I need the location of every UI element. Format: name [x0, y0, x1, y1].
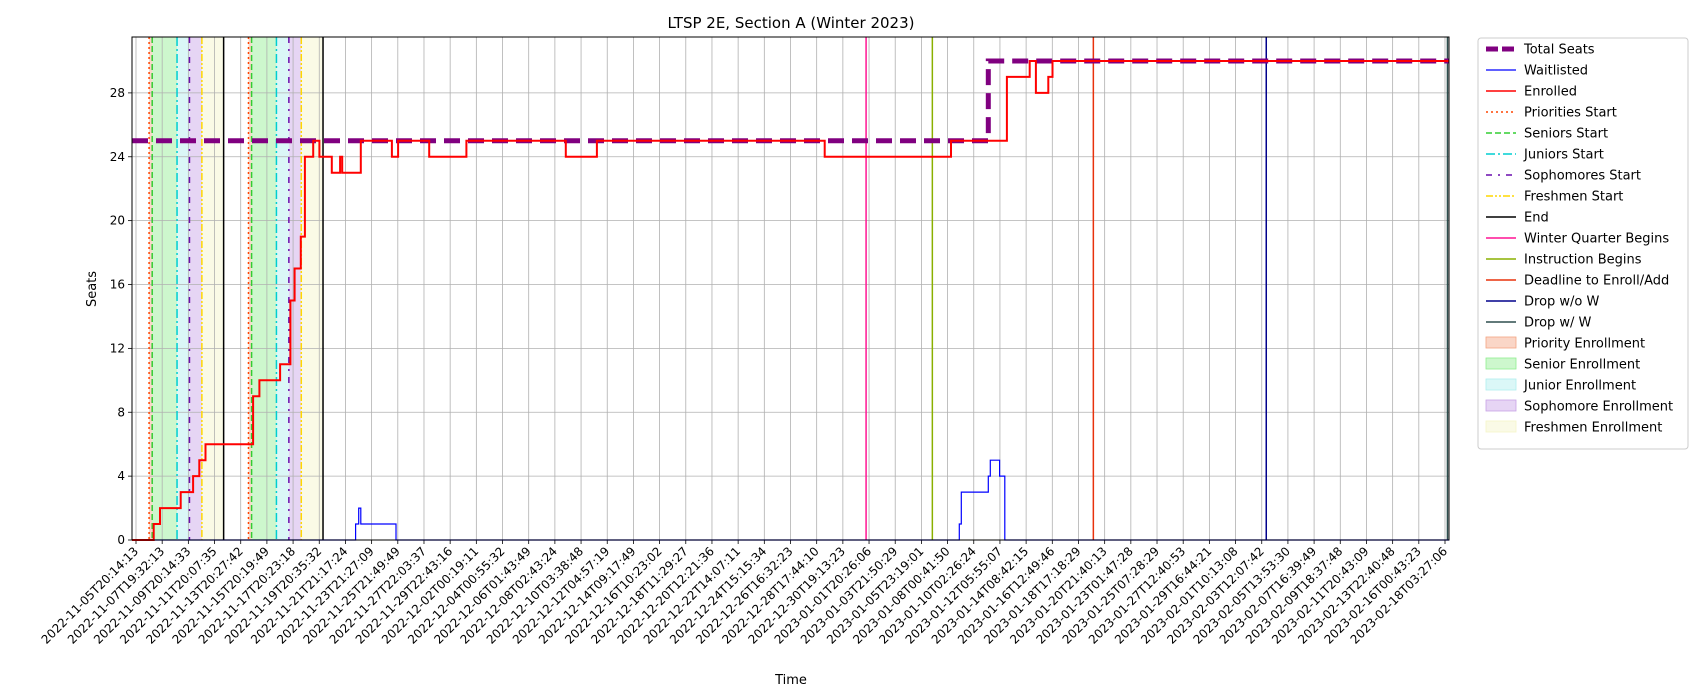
legend-label-end: End: [1524, 211, 1549, 226]
y-tick-label: 28: [110, 86, 125, 100]
shaded-freshmen-enrollment: [301, 37, 324, 540]
y-tick-label: 8: [117, 405, 125, 419]
legend-frame: [1477, 37, 1689, 450]
legend-label-priorities-start: Priorities Start: [1524, 106, 1617, 121]
legend-label-seniors-start: Seniors Start: [1524, 127, 1608, 142]
legend-label-juniors-start: Juniors Start: [1523, 148, 1604, 163]
legend-swatch-sophomore-enrollment: [1485, 399, 1517, 412]
y-tick-label: 4: [117, 469, 125, 483]
legend-label-freshmen-enrollment: Freshmen Enrollment: [1524, 421, 1662, 436]
legend-label-deadline-to-enroll-add: Deadline to Enroll/Add: [1524, 274, 1669, 289]
legend-swatch-senior-enrollment: [1485, 357, 1517, 370]
legend-label-total-seats: Total Seats: [1523, 43, 1595, 58]
series-enrolled: [132, 60, 1449, 541]
shaded-freshmen-enrollment: [201, 37, 224, 540]
shaded-priority-enrollment: [149, 37, 153, 540]
axes-frame: [131, 36, 1450, 541]
shaded-senior-enrollment: [152, 37, 178, 540]
y-tick-label: 12: [110, 341, 125, 355]
legend-label-senior-enrollment: Senior Enrollment: [1524, 358, 1640, 373]
shaded-senior-enrollment: [251, 37, 277, 540]
shaded-sophomore-enrollment: [189, 37, 202, 540]
y-tick-label: 0: [117, 533, 125, 547]
legend-swatch-priority-enrollment: [1485, 336, 1517, 349]
y-axis-label: Seats: [85, 271, 100, 307]
legend-swatch-junior-enrollment: [1485, 378, 1517, 391]
chart-title: LTSP 2E, Section A (Winter 2023): [668, 14, 915, 32]
legend-swatch-freshmen-enrollment: [1485, 420, 1517, 433]
y-tick-label: 20: [110, 214, 125, 228]
legend-label-enrolled: Enrolled: [1524, 85, 1577, 100]
legend-label-drop-w-w: Drop w/ W: [1524, 316, 1592, 331]
shaded-priority-enrollment: [248, 37, 252, 540]
legend-label-junior-enrollment: Junior Enrollment: [1523, 379, 1636, 394]
shaded-junior-enrollment: [276, 37, 289, 540]
legend-label-priority-enrollment: Priority Enrollment: [1524, 337, 1645, 352]
shaded-junior-enrollment: [177, 37, 190, 540]
x-axis-label: Time: [774, 673, 807, 688]
legend-label-sophomores-start: Sophomores Start: [1524, 169, 1641, 184]
legend-label-freshmen-start: Freshmen Start: [1524, 190, 1623, 205]
legend-label-drop-w-o-w: Drop w/o W: [1524, 295, 1600, 310]
y-tick-label: 24: [110, 150, 125, 164]
legend-label-winter-quarter-begins: Winter Quarter Begins: [1524, 232, 1669, 247]
plot-area: 2022-11-05T20:14:132022-11-07T19:32:1320…: [39, 36, 1450, 647]
y-tick-label: 16: [110, 278, 125, 292]
legend: Total Seats Waitlisted Enrolled Priorities …: [1477, 37, 1689, 450]
legend-label-waitlisted: Waitlisted: [1524, 64, 1588, 79]
legend-label-sophomore-enrollment: Sophomore Enrollment: [1524, 400, 1673, 415]
series-waitlisted: [132, 459, 1449, 541]
legend-label-instruction-begins: Instruction Begins: [1524, 253, 1642, 268]
